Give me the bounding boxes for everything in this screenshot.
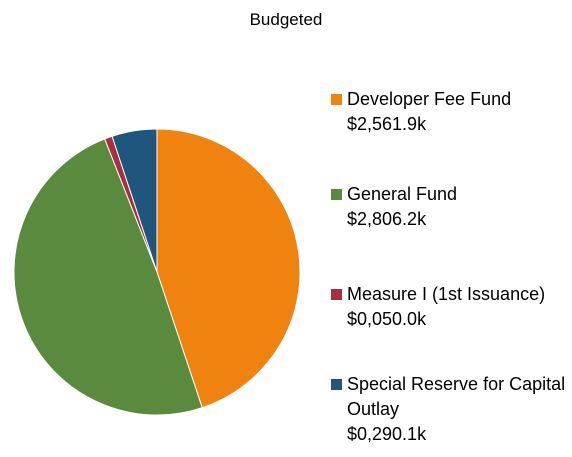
- value-label: $2,561.9k: [347, 114, 427, 134]
- pie-slice: [111, 128, 158, 273]
- legend-swatch: [331, 94, 342, 105]
- legend-label: General Fund: [347, 184, 458, 204]
- value-label: $0,050.0k: [347, 309, 427, 329]
- pie-slice: [13, 138, 203, 416]
- chart-title: Budgeted: [249, 10, 323, 29]
- value-label: $2,806.2k: [347, 209, 427, 229]
- legend-label: Developer Fee Fund: [347, 89, 512, 109]
- value-label: $0,290.1k: [347, 424, 427, 444]
- pie-slice: [156, 128, 301, 409]
- legend-label: Special Reserve for Capital Outlay: [347, 374, 566, 419]
- legend-text: Developer Fee Fund $2,561.9k: [347, 87, 569, 137]
- legend-swatch: [331, 379, 342, 390]
- legend-swatch: [331, 189, 342, 200]
- legend-text: Special Reserve for Capital Outlay $0,290…: [347, 372, 569, 447]
- legend-swatch: [331, 289, 342, 300]
- legend-label: Measure I (1st Issuance): [347, 284, 546, 304]
- legend-text: General Fund $2,806.2k: [347, 182, 569, 232]
- legend-text: Measure I (1st Issuance) $0,050.0k: [347, 282, 569, 332]
